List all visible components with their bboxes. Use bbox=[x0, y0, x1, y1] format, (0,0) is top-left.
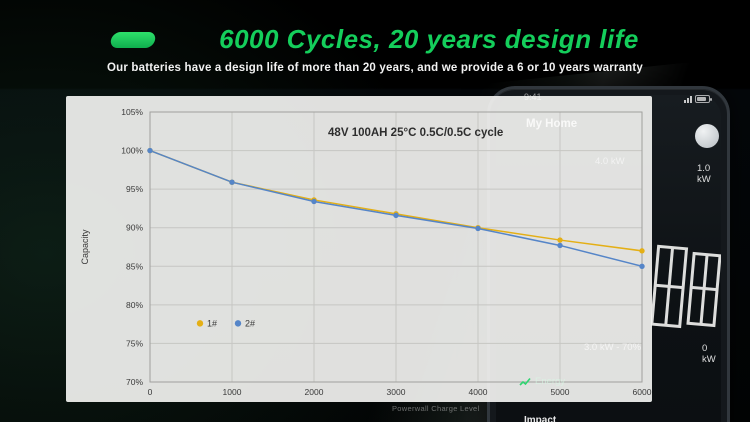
status-time: 9:41 bbox=[524, 92, 542, 102]
page-subtitle: Our batteries have a design life of more… bbox=[106, 62, 644, 74]
powerwall-caption: Powerwall Charge Level bbox=[392, 404, 480, 413]
signal-icon bbox=[684, 96, 692, 103]
svg-text:Capacity: Capacity bbox=[80, 229, 90, 265]
svg-text:4000: 4000 bbox=[469, 387, 488, 397]
svg-text:105%: 105% bbox=[121, 107, 143, 117]
energy-chart-icon bbox=[519, 377, 531, 386]
green-dash-icon bbox=[109, 31, 157, 48]
hero-header: 6000 Cycles, 20 years design life Our ba… bbox=[0, 0, 750, 88]
load-power-value: 0 kW bbox=[702, 343, 716, 365]
status-icons bbox=[684, 95, 712, 103]
avatar bbox=[695, 124, 719, 148]
svg-text:48V 100AH 25°C 0.5C/0.5C cycle: 48V 100AH 25°C 0.5C/0.5C cycle bbox=[328, 127, 503, 139]
tab-impact-label: Impact bbox=[524, 415, 557, 422]
svg-text:5000: 5000 bbox=[551, 387, 570, 397]
svg-text:3000: 3000 bbox=[387, 387, 406, 397]
tab-energy-label: Energy bbox=[535, 376, 566, 387]
powerwall-value: 3.0 kW - 70% bbox=[584, 342, 642, 353]
svg-text:80%: 80% bbox=[126, 300, 143, 310]
tab-energy: Energy bbox=[519, 376, 565, 387]
svg-text:0: 0 bbox=[148, 387, 153, 397]
app-title: My Home bbox=[526, 118, 578, 130]
svg-text:1000: 1000 bbox=[223, 387, 242, 397]
svg-text:6000: 6000 bbox=[633, 387, 652, 397]
svg-text:2000: 2000 bbox=[305, 387, 324, 397]
solar-power-value: 4.0 kW bbox=[595, 156, 625, 167]
svg-text:70%: 70% bbox=[126, 377, 143, 387]
title-row: 6000 Cycles, 20 years design life bbox=[109, 24, 639, 55]
grid-power-value: 1.0 kW bbox=[697, 163, 711, 185]
svg-text:1#: 1# bbox=[207, 318, 217, 328]
svg-text:85%: 85% bbox=[126, 261, 143, 271]
page-title: 6000 Cycles, 20 years design life bbox=[219, 24, 639, 54]
svg-text:2#: 2# bbox=[245, 318, 255, 328]
window-illustration bbox=[650, 243, 721, 340]
svg-text:100%: 100% bbox=[121, 146, 143, 156]
battery-icon bbox=[695, 95, 712, 103]
svg-text:75%: 75% bbox=[126, 338, 143, 348]
svg-text:95%: 95% bbox=[126, 184, 143, 194]
svg-text:90%: 90% bbox=[126, 223, 143, 233]
capacity-chart-svg: 70% 75% 80% 85% 90% 95% 100% 105% 0 1000 2000 3000 4… bbox=[80, 107, 652, 397]
capacity-chart: 70% 75% 80% 85% 90% 95% 100% 105% 0 1000 2000 3000 4… bbox=[66, 96, 652, 402]
